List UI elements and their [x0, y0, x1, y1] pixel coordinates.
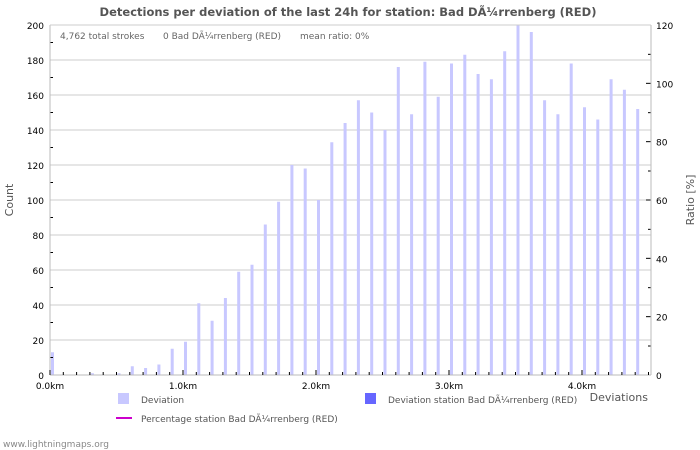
bar-deviation [622, 89, 626, 375]
y2-tick-label: 20 [656, 314, 668, 324]
bar-deviation [569, 63, 573, 375]
bar-deviation [596, 119, 600, 375]
y2-tick-label: 100 [656, 80, 673, 90]
bar-deviation [210, 320, 214, 375]
bar-deviation [516, 25, 520, 375]
y2-tick-label: 80 [656, 139, 668, 149]
bar-deviation [144, 368, 148, 375]
y2-tick-label: 40 [656, 255, 668, 265]
bar-deviation [197, 303, 201, 375]
bar-deviation [303, 168, 307, 375]
bar-deviation [383, 130, 387, 375]
y2-axis-label: Ratio [%] [684, 175, 697, 226]
bar-deviation [423, 61, 427, 375]
footer-watermark: www.lightningmaps.org [3, 440, 109, 450]
bar-deviation [130, 366, 134, 375]
bar-deviation [609, 79, 613, 375]
y-tick-label: 0 [38, 372, 44, 382]
bar-deviation [370, 112, 374, 375]
bar-deviation [290, 165, 294, 375]
bar-deviation [317, 200, 320, 375]
bar-deviation [543, 100, 547, 375]
y2-tick-label: 120 [656, 22, 673, 32]
bar-deviation [436, 96, 440, 375]
y-tick-label: 200 [27, 22, 44, 32]
x-tick-label: 1.0km [169, 382, 197, 392]
info-total-strokes: 4,762 total strokes [60, 32, 145, 42]
bar-deviation [277, 201, 281, 375]
bar-deviation [396, 67, 400, 375]
info-station-strokes: 0 Bad DÃ¼rrenberg (RED) [163, 31, 281, 42]
bar-deviation [503, 51, 507, 375]
y-tick-label: 100 [27, 197, 44, 207]
legend-swatch-percentage [116, 417, 132, 419]
y-tick-label: 160 [27, 92, 44, 102]
bar-deviation [636, 109, 640, 375]
legend-label-percentage: Percentage station Bad DÃ¼rrenberg (RED) [141, 414, 338, 425]
bar-deviation [330, 142, 334, 375]
bar-deviation [263, 224, 267, 375]
x-tick-label: 2.0km [302, 382, 330, 392]
bar-deviation [51, 352, 54, 375]
bar-deviation [583, 107, 586, 375]
bar-deviation [356, 100, 360, 375]
bar-deviation [410, 114, 414, 375]
legend-label-station: Deviation station Bad DÃ¼rrenberg (RED) [388, 395, 577, 406]
bar-deviation [556, 114, 560, 375]
bar-deviation [250, 264, 254, 375]
legend-swatch-deviation [118, 393, 129, 404]
y-tick-label: 80 [33, 232, 45, 242]
x-axis-label: Deviations [590, 391, 649, 404]
y-tick-label: 60 [33, 267, 45, 277]
bar-deviation [343, 123, 347, 375]
x-tick-label: 3.0km [435, 382, 463, 392]
bar-deviation [117, 373, 121, 375]
bar-deviation [529, 32, 533, 375]
bar-deviation [170, 348, 174, 375]
bar-deviation [184, 341, 187, 375]
bar-deviation [157, 364, 161, 375]
bar-deviation [463, 54, 467, 375]
bar-deviation [90, 373, 94, 375]
y-axis-label: Count [3, 183, 16, 216]
bar-deviation [223, 298, 227, 375]
y-tick-label: 40 [33, 302, 45, 312]
legend-label-deviation: Deviation [141, 396, 184, 406]
y-tick-label: 140 [27, 127, 44, 137]
chart-title: Detections per deviation of the last 24h… [100, 4, 597, 19]
y2-tick-label: 60 [656, 197, 668, 207]
x-tick-label: 0.0km [36, 382, 64, 392]
bar-deviation [489, 79, 493, 375]
bar-deviation [237, 271, 241, 375]
x-tick-label: 4.0km [568, 382, 596, 392]
bar-deviation [450, 63, 453, 375]
y-tick-label: 180 [27, 57, 44, 67]
bar-deviation [476, 74, 480, 375]
legend-swatch-station [365, 393, 376, 404]
y2-tick-label: 0 [656, 372, 662, 382]
info-mean-ratio: mean ratio: 0% [300, 32, 370, 42]
y-tick-label: 20 [33, 337, 45, 347]
y-tick-label: 120 [27, 162, 44, 172]
